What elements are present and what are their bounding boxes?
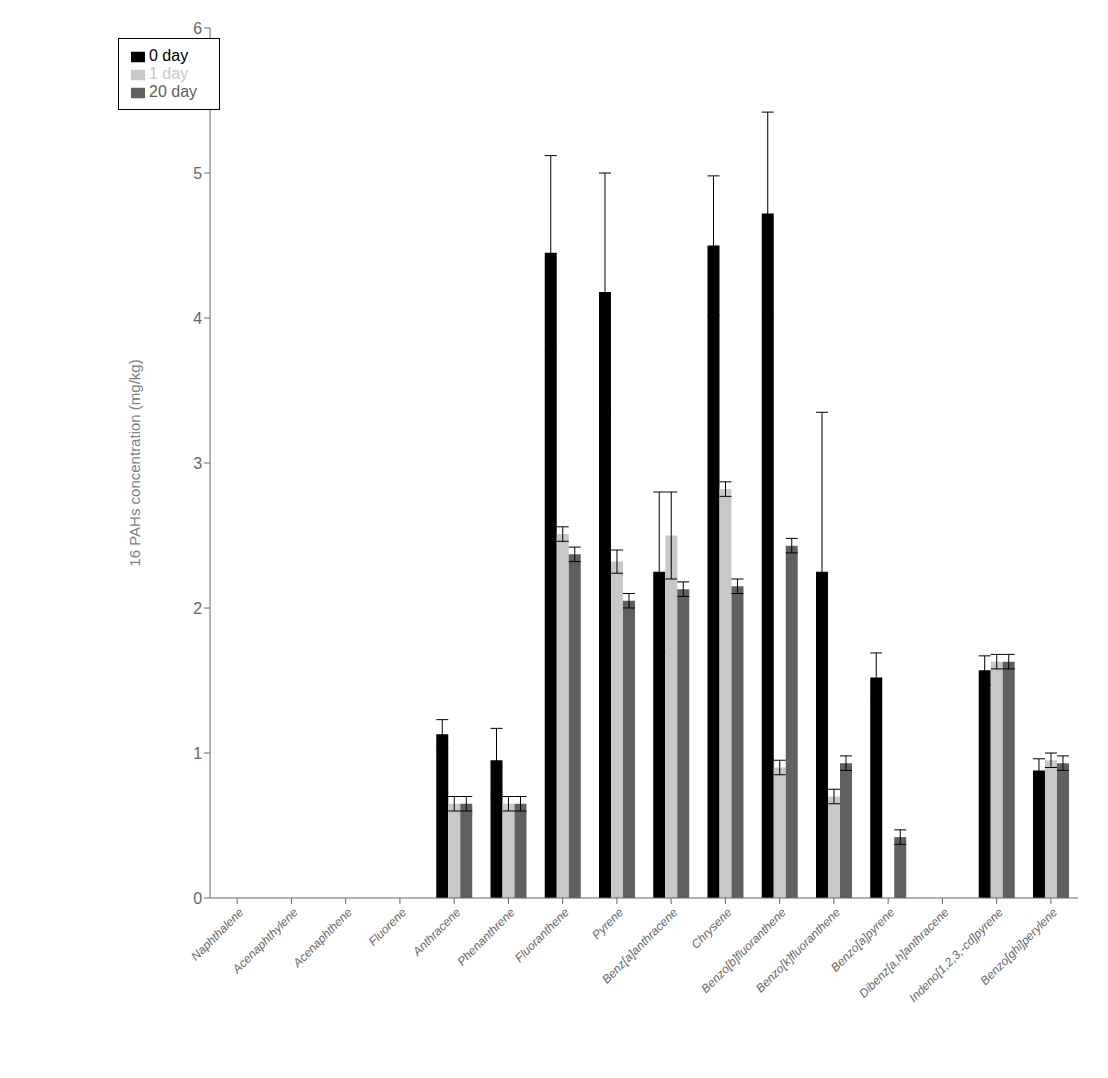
svg-text:Fluoranthene: Fluoranthene xyxy=(512,905,572,965)
svg-text:Anthracene: Anthracene xyxy=(409,905,463,959)
html-text:0 day: 0 day xyxy=(149,47,189,64)
svg-text:Benzo[ghi]perylene: Benzo[ghi]perylene xyxy=(978,905,1061,988)
html-text:1 day: 1 day xyxy=(149,65,189,82)
svg-text:Indeno[1,2,3,-cd]pyrene: Indeno[1,2,3,-cd]pyrene xyxy=(906,905,1006,1005)
svg-text:Benzo[b]fluoranthene: Benzo[b]fluoranthene xyxy=(698,905,789,996)
svg-text:5: 5 xyxy=(193,165,202,182)
svg-text:2: 2 xyxy=(193,600,202,617)
svg-text:4: 4 xyxy=(193,310,202,327)
svg-text:Naphthalene: Naphthalene xyxy=(188,905,246,963)
svg-text:Chrysene: Chrysene xyxy=(688,905,734,951)
svg-text:0: 0 xyxy=(193,890,202,907)
svg-text:Fluorene: Fluorene xyxy=(366,905,410,949)
svg-text:Phenanthrene: Phenanthrene xyxy=(454,905,517,968)
svg-text:16 PAHs concentration (mg/kg): 16 PAHs concentration (mg/kg) xyxy=(126,359,143,566)
svg-text:Benz[a]anthracene: Benz[a]anthracene xyxy=(599,905,680,986)
svg-text:1: 1 xyxy=(193,745,202,762)
html-text:20 day: 20 day xyxy=(149,83,197,100)
svg-text:Pyrene: Pyrene xyxy=(589,905,626,942)
svg-text:6: 6 xyxy=(193,20,202,37)
svg-text:Dibenz[a,h]anthracene: Dibenz[a,h]anthracene xyxy=(856,905,952,1001)
svg-text:Benzo[a]pyrene: Benzo[a]pyrene xyxy=(828,905,898,975)
svg-text:Acenaphthene: Acenaphthene xyxy=(290,905,356,971)
svg-text:Benzo[k]fluoranthene: Benzo[k]fluoranthene xyxy=(753,905,843,995)
svg-text:3: 3 xyxy=(193,455,202,472)
svg-text:Acenaphthylene: Acenaphthylene xyxy=(229,905,301,977)
